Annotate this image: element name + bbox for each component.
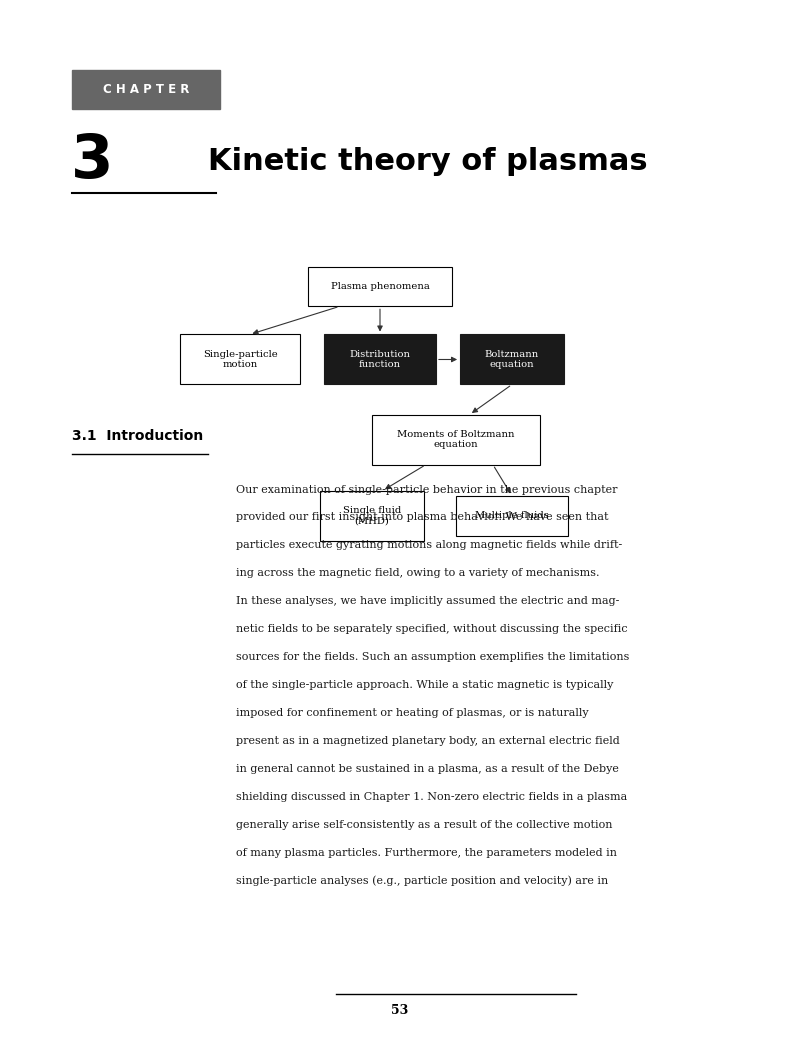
Text: In these analyses, we have implicitly assumed the electric and mag-: In these analyses, we have implicitly as… <box>236 596 619 606</box>
FancyBboxPatch shape <box>456 496 568 536</box>
Text: Distribution
function: Distribution function <box>350 350 410 369</box>
Text: Multiple fluids: Multiple fluids <box>475 512 549 520</box>
Text: C H A P T E R: C H A P T E R <box>103 83 189 96</box>
Text: Boltzmann
equation: Boltzmann equation <box>485 350 539 369</box>
Text: 53: 53 <box>391 1004 409 1017</box>
Text: Plasma phenomena: Plasma phenomena <box>330 282 430 291</box>
Text: shielding discussed in Chapter 1. Non-zero electric fields in a plasma: shielding discussed in Chapter 1. Non-ze… <box>236 792 627 801</box>
Text: imposed for confinement or heating of plasmas, or is naturally: imposed for confinement or heating of pl… <box>236 708 589 718</box>
FancyBboxPatch shape <box>324 334 436 384</box>
FancyBboxPatch shape <box>372 415 540 465</box>
Text: Single fluid
(MHD): Single fluid (MHD) <box>343 506 401 525</box>
Text: 3.1  Introduction: 3.1 Introduction <box>72 429 203 443</box>
FancyBboxPatch shape <box>460 334 564 384</box>
Text: Single-particle
motion: Single-particle motion <box>202 350 278 369</box>
Text: provided our first insight into plasma behavior. We have seen that: provided our first insight into plasma b… <box>236 513 609 522</box>
Text: sources for the fields. Such an assumption exemplifies the limitations: sources for the fields. Such an assumpti… <box>236 652 630 662</box>
FancyBboxPatch shape <box>308 267 452 306</box>
Text: present as in a magnetized planetary body, an external electric field: present as in a magnetized planetary bod… <box>236 736 620 746</box>
Text: in general cannot be sustained in a plasma, as a result of the Debye: in general cannot be sustained in a plas… <box>236 764 619 774</box>
Text: netic fields to be separately specified, without discussing the specific: netic fields to be separately specified,… <box>236 624 628 635</box>
Text: Our examination of single-particle behavior in the previous chapter: Our examination of single-particle behav… <box>236 485 618 495</box>
FancyBboxPatch shape <box>180 334 300 384</box>
Text: generally arise self-consistently as a result of the collective motion: generally arise self-consistently as a r… <box>236 820 613 829</box>
FancyBboxPatch shape <box>320 491 424 541</box>
Text: of many plasma particles. Furthermore, the parameters modeled in: of many plasma particles. Furthermore, t… <box>236 847 617 858</box>
Text: particles execute gyrating motions along magnetic fields while drift-: particles execute gyrating motions along… <box>236 541 622 550</box>
Text: single-particle analyses (e.g., particle position and velocity) are in: single-particle analyses (e.g., particle… <box>236 875 608 886</box>
Text: Kinetic theory of plasmas: Kinetic theory of plasmas <box>208 147 648 176</box>
FancyBboxPatch shape <box>72 70 220 109</box>
Text: Moments of Boltzmann
equation: Moments of Boltzmann equation <box>398 430 514 449</box>
Text: 3: 3 <box>70 132 114 191</box>
Text: of the single-particle approach. While a static magnetic is typically: of the single-particle approach. While a… <box>236 680 614 690</box>
Text: ing across the magnetic field, owing to a variety of mechanisms.: ing across the magnetic field, owing to … <box>236 568 599 578</box>
